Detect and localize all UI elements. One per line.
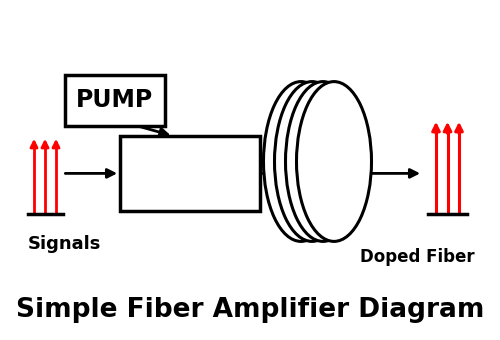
Bar [65,75,165,126]
Text: PUMP: PUMP [76,88,154,112]
Ellipse shape [296,82,372,241]
Bar [120,136,260,211]
Ellipse shape [264,82,338,241]
Ellipse shape [286,82,360,241]
Text: Simple Fiber Amplifier Diagram: Simple Fiber Amplifier Diagram [16,297,484,323]
Text: Doped Fiber: Doped Fiber [360,248,474,266]
Text: Signals: Signals [28,235,101,253]
Ellipse shape [274,82,349,241]
